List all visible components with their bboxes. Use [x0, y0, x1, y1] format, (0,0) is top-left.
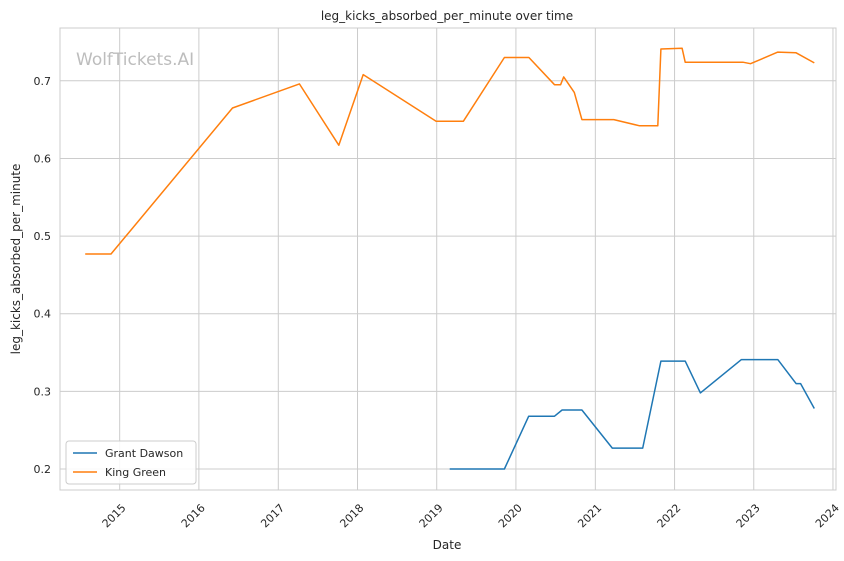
- y-tick-labels: 0.2 0.3 0.4 0.5 0.6 0.7: [34, 75, 52, 476]
- legend-frame: [65, 440, 197, 485]
- y-tick-label: 0.4: [34, 308, 52, 321]
- y-axis-label: leg_kicks_absorbed_per_minute: [9, 164, 23, 355]
- y-tick-label: 0.6: [34, 152, 52, 165]
- grid: [60, 28, 836, 490]
- plot-frame: [59, 27, 837, 491]
- legend-label-king-green: King Green: [105, 466, 166, 479]
- legend-label-grant-dawson: Grant Dawson: [105, 447, 183, 460]
- y-tick-label: 0.3: [34, 385, 52, 398]
- watermark: WolfTickets.AI: [76, 50, 194, 70]
- x-tick-labels: 2015 2016 2017 2018 2019 2020 2021 2022 2023 2024: [100, 501, 842, 530]
- x-axis-label: Date: [433, 538, 462, 552]
- y-tick-label: 0.2: [34, 463, 52, 476]
- series-layer: [85, 47, 815, 470]
- series-line-king-green: [85, 47, 815, 255]
- chart-title: leg_kicks_absorbed_per_minute over time: [321, 9, 573, 23]
- y-tick-label: 0.5: [34, 230, 52, 243]
- series-line-grant-dawson: [449, 358, 815, 470]
- y-tick-label: 0.7: [34, 75, 52, 88]
- legend: Grant Dawson King Green: [65, 440, 197, 485]
